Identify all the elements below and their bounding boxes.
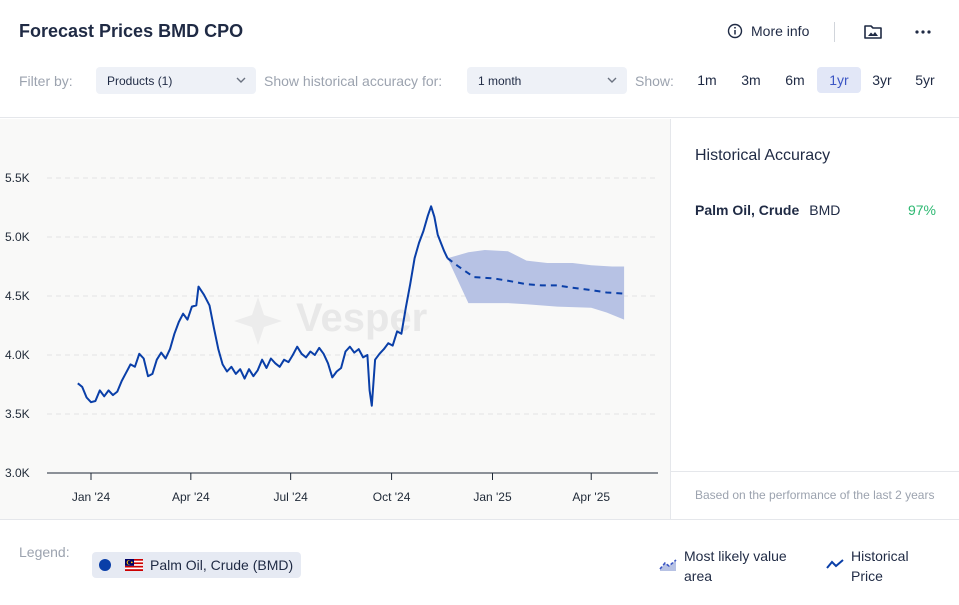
x-tick-label: Jan '24 — [72, 490, 111, 504]
legend-band-line2: area — [684, 568, 713, 584]
legend-band-label: Most likely value area — [684, 546, 787, 586]
accuracy-value: 97% — [907, 202, 936, 218]
header-divider — [834, 22, 835, 42]
y-tick-label: 3.5K — [5, 407, 30, 421]
range-button-5yr[interactable]: 5yr — [915, 72, 935, 88]
accuracy-footnote: Based on the performance of the last 2 y… — [695, 488, 935, 502]
watermark-text: Vesper — [296, 296, 427, 340]
side-divider — [671, 471, 959, 472]
more-options-icon[interactable] — [912, 22, 934, 42]
chevron-down-icon — [236, 77, 246, 83]
malaysia-flag-icon — [125, 559, 143, 571]
accuracy-select-value: 1 month — [478, 73, 522, 88]
legend-hist-label: Historical Price — [851, 546, 909, 586]
legend-hist-line2: Price — [851, 568, 883, 584]
products-select-value: Products (1) — [107, 73, 173, 88]
legend-hist-line1: Historical — [851, 548, 909, 564]
y-tick-label: 3.0K — [5, 466, 30, 480]
x-tick-label: Apr '25 — [572, 490, 610, 504]
range-button-1yr[interactable]: 1yr — [817, 67, 861, 93]
header: Forecast Prices BMD CPO More info Filter… — [0, 0, 959, 118]
accuracy-product: Palm Oil, Crude — [695, 202, 800, 218]
watermark-star-icon — [234, 297, 282, 345]
legend-chip[interactable]: Palm Oil, Crude (BMD) — [92, 552, 302, 578]
folder-image-icon[interactable] — [862, 22, 884, 42]
chart-area: Vesper 3.0K 3.5K 4.0K 4.5K 5.0K 5.5K Jan '24 A… — [0, 119, 670, 519]
accuracy-row: Palm Oil, Crude BMD 97% — [695, 202, 936, 218]
y-axis: 3.0K 3.5K 4.0K 4.5K 5.0K 5.5K — [5, 171, 30, 480]
x-tick-label: Jul '24 — [273, 490, 308, 504]
range-button-1m[interactable]: 1m — [697, 72, 717, 88]
accuracy-title: Historical Accuracy — [695, 147, 831, 164]
page-title: Forecast Prices BMD CPO — [19, 21, 244, 41]
legend-chip-label: Palm Oil, Crude (BMD) — [150, 557, 294, 573]
price-chart: Vesper 3.0K 3.5K 4.0K 4.5K 5.0K 5.5K Jan '24 A… — [5, 171, 658, 504]
accuracy-exchange: BMD — [809, 202, 841, 218]
range-button-3yr[interactable]: 3yr — [872, 72, 892, 88]
more-info-button[interactable]: More info — [727, 23, 809, 39]
x-tick-label: Oct '24 — [373, 490, 411, 504]
band-area-icon — [659, 559, 677, 571]
filter-label: Filter by: — [19, 73, 73, 89]
chevron-down-icon — [607, 77, 617, 83]
historical-price-line — [77, 205, 449, 407]
y-tick-label: 5.5K — [5, 171, 30, 185]
chart-grid — [47, 177, 658, 415]
accuracy-panel: Historical Accuracy Palm Oil, Crude BMD … — [670, 119, 959, 519]
info-icon — [727, 23, 743, 39]
show-label: Show: — [635, 73, 674, 89]
y-tick-label: 5.0K — [5, 230, 30, 244]
products-select[interactable]: Products (1) — [96, 67, 256, 94]
legend-label: Legend: — [19, 544, 70, 560]
x-axis: Jan '24 Apr '24 Jul '24 Oct '24 Jan '25 Apr '… — [72, 473, 610, 504]
accuracy-select[interactable]: 1 month — [467, 67, 627, 94]
range-button-6m[interactable]: 6m — [785, 72, 805, 88]
legend: Legend: Palm Oil, Crude (BMD) Most likel… — [0, 519, 959, 605]
x-tick-label: Jan '25 — [473, 490, 512, 504]
range-button-3m[interactable]: 3m — [741, 72, 761, 88]
forecast-line — [446, 257, 625, 295]
x-tick-label: Apr '24 — [172, 490, 210, 504]
y-tick-label: 4.0K — [5, 348, 30, 362]
series-dot-icon — [99, 559, 111, 571]
most-likely-band — [447, 250, 625, 320]
y-tick-label: 4.5K — [5, 289, 30, 303]
legend-band-line1: Most likely value — [684, 548, 787, 564]
more-info-label: More info — [751, 23, 810, 39]
line-chart-icon — [826, 559, 844, 569]
accuracy-label: Show historical accuracy for: — [264, 73, 443, 89]
